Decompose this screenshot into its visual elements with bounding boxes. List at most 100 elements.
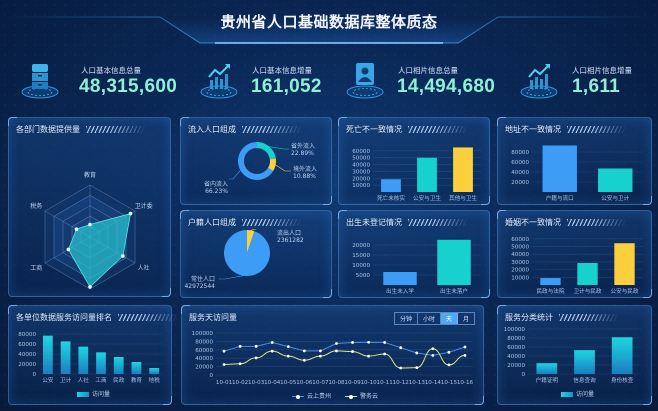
y-tick-label: 60000 (511, 237, 529, 243)
x-tick-label: 10-10 (360, 380, 377, 386)
y-tick-label: 20000 (511, 180, 529, 186)
time-option-day[interactable]: 天 (440, 313, 458, 324)
slice-label: 流出人口 (277, 229, 301, 237)
title-decoration (559, 314, 619, 321)
database-icon (21, 64, 59, 99)
radar-chart: 教育卫计委人社公安 工商 税务 (30, 171, 152, 296)
y-tick-label: 0 (32, 372, 36, 378)
bar (78, 346, 89, 374)
x-tick-label: 死亡未核实 (377, 194, 405, 202)
kpi-value: 1,611 (572, 76, 620, 97)
time-option-hour[interactable]: 小时 (418, 313, 441, 324)
data-point (335, 342, 338, 345)
bar (417, 157, 437, 192)
y-tick-label: 80000 (511, 150, 529, 156)
panel-title: 流入人口组成 (188, 125, 236, 134)
x-tick-label: 工商 (95, 376, 107, 384)
time-granularity-switch: 分钟 小时 天 月 (393, 312, 475, 325)
data-point (254, 356, 258, 360)
kpi-label: 人口基本信息总量 (81, 66, 141, 75)
chart-legend: 云上贵州 警务云 (292, 391, 378, 400)
panel-service-category: 服务分类统计 0 20000 40000 60000 80000 100000 户籍证明 信息… (497, 305, 652, 405)
panel-household-composition: 户籍人口组成 流出人口 2361282 常住人口 42972544 (180, 210, 332, 298)
data-point (222, 349, 226, 353)
y-tick-label: 20000 (195, 365, 213, 371)
panel-title: 服务天访问量 (189, 313, 237, 322)
chart-legend: 访问量 (77, 389, 110, 398)
portrait-icon (346, 63, 384, 99)
slice-value: 2361282 (277, 237, 304, 244)
legend-item[interactable]: 云上贵州 (292, 391, 331, 400)
data-point (335, 349, 338, 353)
bar (96, 352, 106, 374)
panel-address-mismatch: 地址不一致情况 20000 40000 60000 80000 户籍与流口 公安与卫计 (497, 117, 652, 205)
data-point (415, 366, 419, 370)
data-point (238, 362, 242, 366)
legend-label: 警务云 (360, 393, 379, 400)
bar-chart: 5000 10000 15000 20000 出生未入学 出生未落户 (352, 239, 481, 295)
panel-title: 婚姻不一致情况 (505, 218, 561, 227)
slice-value: 42972544 (184, 283, 215, 290)
x-tick-label: 10-09 (344, 380, 361, 386)
pie-slice (238, 142, 274, 180)
legend-swatch (345, 394, 358, 399)
kpi-label: 人口相片信息总量 (398, 66, 458, 75)
y-tick-label: 0 (209, 373, 213, 379)
title-decoration (242, 126, 302, 133)
panel-department-supply: 各部门数据提供量 教育卫计委人社公安 工商 税务 (8, 117, 171, 297)
data-point (351, 341, 354, 344)
slice-label: 常住人口 (191, 275, 215, 283)
x-tick-label: 10-01 (216, 380, 233, 386)
leader-line (250, 229, 257, 231)
x-tick-label: 10-15 (441, 380, 458, 386)
legend-item[interactable]: 访问量 (77, 389, 110, 398)
panel-marriage-mismatch: 婚姻不一致情况 10000 20000 30000 40000 50000 60000 民政… (497, 210, 652, 298)
data-point (286, 345, 290, 349)
y-tick-label: 10000 (352, 263, 370, 269)
data-point (302, 349, 306, 353)
bar (536, 363, 558, 374)
y-tick-label: 20000 (352, 243, 370, 249)
bar (611, 337, 633, 374)
radar-indicator-label: 工商 (30, 264, 42, 272)
y-tick-label: 60000 (511, 160, 529, 166)
panel-inflow-composition: 流入人口组成 省外流入 22.89% 境外流入 10.88% 省内流入 66.23% (180, 117, 332, 205)
x-tick-label: 10-08 (328, 380, 345, 386)
data-point (415, 351, 419, 355)
y-tick-label: 5000 (356, 273, 371, 279)
x-tick-label: 10-11 (377, 380, 394, 386)
y-tick-label: 10000 (352, 183, 370, 189)
title-decoration (408, 126, 468, 133)
x-tick-label: 出生未落户 (440, 287, 468, 295)
y-tick-label: 20000 (352, 176, 370, 182)
time-option-month[interactable]: 月 (462, 316, 469, 323)
title-decoration (118, 314, 178, 321)
x-tick-label: 户籍与流口 (546, 194, 574, 202)
bar (540, 278, 561, 285)
panel-title: 出生未登记情况 (346, 218, 402, 227)
data-point (351, 350, 354, 353)
x-tick-label: 10-14 (425, 380, 442, 386)
x-tick-label: 教育 (131, 376, 143, 384)
panel-title: 死亡不一致情况 (346, 125, 402, 134)
legend-label: 云上贵州 (307, 393, 332, 400)
y-tick-label: 40000 (511, 170, 529, 176)
data-point (238, 344, 242, 348)
data-point (431, 353, 435, 357)
kpi-value: 48,315,600 (79, 76, 178, 97)
chart-legend: 访问量 (561, 389, 594, 398)
trend-up-icon (200, 64, 238, 99)
legend-item[interactable]: 警务云 (345, 391, 378, 400)
x-tick-label: 10-02 (232, 380, 248, 386)
data-point (319, 354, 322, 358)
pie-slice (224, 230, 270, 276)
y-tick-label: 50000 (352, 156, 370, 162)
data-point (399, 366, 403, 370)
x-tick-label: 公安与民政 (611, 287, 639, 295)
legend-swatch (77, 392, 89, 397)
data-point (222, 363, 226, 366)
panel-daily-visits: 服务天访问量 分钟 小时 天 月 0 20000 40000 60000 80000 10… (181, 305, 484, 405)
time-option-minute[interactable]: 分钟 (395, 313, 418, 324)
legend-item[interactable]: 访问量 (561, 389, 594, 398)
